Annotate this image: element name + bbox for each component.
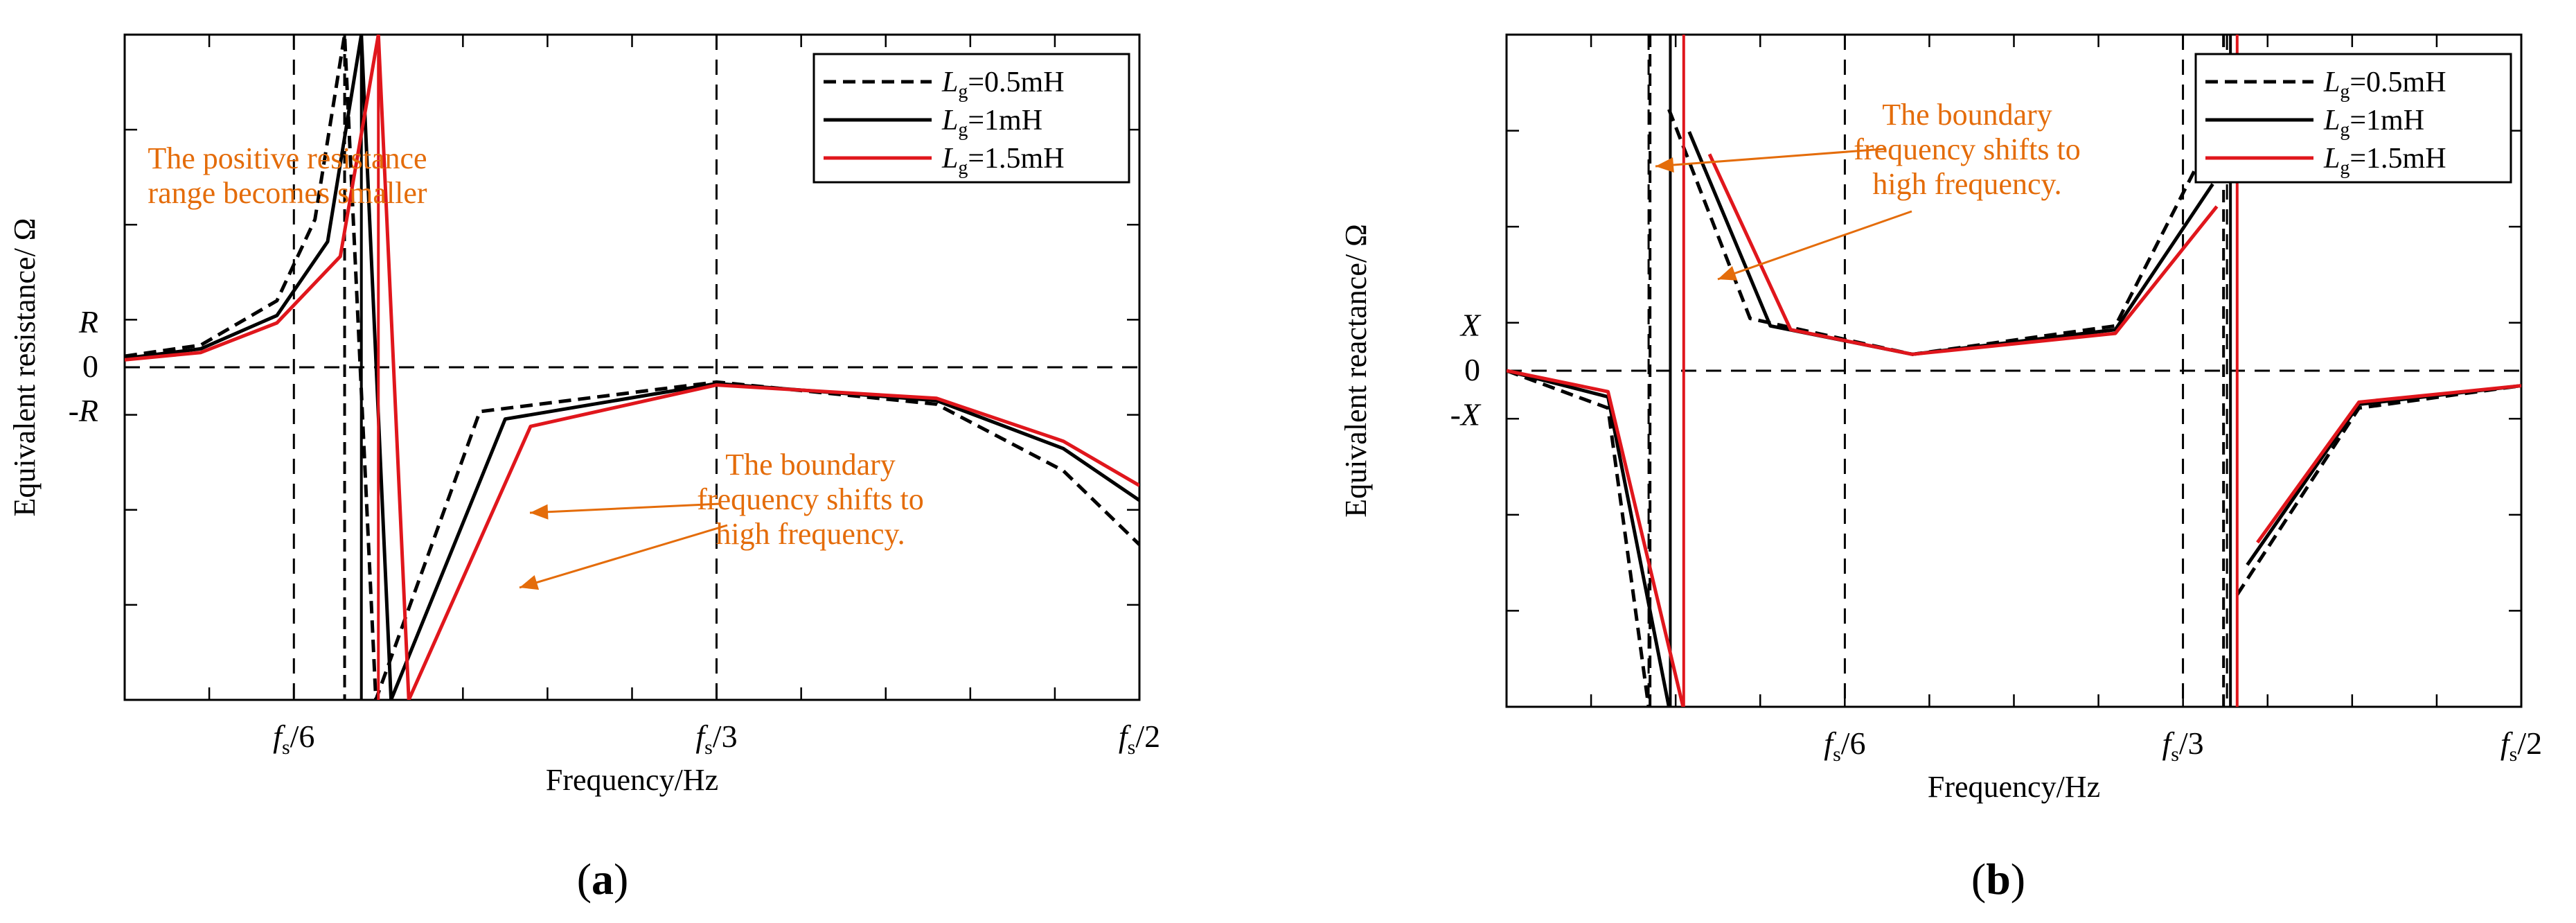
annotation-line: frequency shifts to: [1854, 132, 2080, 166]
legend-label-value: =1.5mH: [968, 143, 1064, 175]
panel-label-close: ): [2011, 854, 2025, 904]
panel-label-letter: a: [592, 854, 614, 904]
annotation-text: The boundary frequency shifts to high freq…: [697, 448, 923, 551]
legend-label-symbol: L: [941, 105, 958, 137]
panel-label: (b): [1971, 854, 2025, 904]
x-tick-label: fs/6: [1824, 726, 1865, 766]
series-line-2: [1507, 131, 2521, 707]
legend-label: Lg=0.5mH: [941, 67, 1065, 103]
x-tick-label: fs/6: [273, 719, 314, 759]
y-tick-label-zero: 0: [82, 349, 98, 384]
y-axis-title: Equivalent resistance/ Ω: [8, 218, 42, 517]
legend-label: Lg=0.5mH: [2323, 67, 2446, 103]
annotation-arrow-head: [519, 575, 540, 590]
x-tick-label-sub: s: [1128, 736, 1136, 759]
annotation-line: high frequency.: [1872, 167, 2061, 201]
x-tick-label-rest: /2: [2517, 726, 2542, 761]
annotation-arrow-head: [1655, 157, 1674, 173]
panel-label-open: (: [577, 854, 592, 904]
x-tick-label: fs/3: [2162, 726, 2203, 766]
x-tick-label: fs/2: [1119, 719, 1160, 759]
x-axis-title: Frequency/Hz: [546, 763, 718, 797]
panel-b: fs/6 fs/3 fs/2 X 0 -X Frequency/Hz Equivalent r…: [1339, 33, 2542, 904]
legend-label-sub: g: [2340, 119, 2350, 141]
legend-label-symbol: L: [941, 67, 958, 98]
legend-label-value: =1mH: [2350, 105, 2424, 137]
legend-label-value: =1.5mH: [2350, 143, 2446, 175]
legend-label-symbol: L: [941, 143, 958, 175]
x-axis-title: Frequency/Hz: [1928, 770, 2100, 804]
panel-a: fs/6 fs/3 fs/2 R 0 -R Frequency/Hz Equivalent r…: [8, 33, 1160, 904]
series-line-3: [125, 35, 1139, 700]
legend-label: Lg=1mH: [2323, 105, 2424, 141]
annotation-text: The boundary frequency shifts to high freq…: [1854, 98, 2080, 201]
legend-label-value: =0.5mH: [968, 67, 1064, 98]
legend-label-sub: g: [958, 119, 968, 141]
legend-label-value: =1mH: [968, 105, 1042, 137]
annotation-arrow-shaft: [519, 524, 728, 589]
series-line-3: [1507, 153, 2521, 707]
y-tick-label-positive: R: [78, 304, 98, 340]
legend-label: Lg=1.5mH: [2323, 143, 2446, 179]
panel-label: (a): [577, 854, 629, 904]
annotation-line: range becomes smaller: [148, 176, 427, 210]
legend-label-value: =0.5mH: [2350, 67, 2446, 98]
annotation-arrow-shaft: [1655, 148, 1885, 168]
x-tick-label-sub: s: [2510, 743, 2518, 766]
x-tick-label-sub: s: [704, 736, 713, 759]
series-line-2: [125, 35, 1139, 700]
legend-label-sub: g: [2340, 157, 2350, 179]
y-axis-title: Equivalent reactance/ Ω: [1339, 224, 1373, 518]
x-tick-label-sub: s: [2171, 743, 2179, 766]
series-group: [125, 35, 1139, 700]
x-tick-label-rest: /6: [1841, 726, 1866, 761]
series-group: [1507, 35, 2521, 707]
panel-label-open: (: [1971, 854, 1986, 904]
annotation-arrow-head: [530, 504, 549, 520]
x-tick-label-rest: /3: [713, 719, 738, 754]
y-tick-label-negative: -X: [1450, 397, 1482, 432]
panel-label-letter: b: [1986, 854, 2011, 904]
legend-label-symbol: L: [2323, 67, 2340, 98]
panel-label-close: ): [614, 854, 628, 904]
legend-label: Lg=1.5mH: [941, 143, 1065, 179]
y-tick-label-zero: 0: [1464, 352, 1480, 387]
annotation-arrow-shaft: [1717, 210, 1912, 281]
x-tick-label-sub: s: [1833, 743, 1841, 766]
annotation-line: The boundary: [1882, 98, 2052, 132]
x-tick-label-sub: s: [282, 736, 290, 759]
y-tick-label-positive: X: [1459, 307, 1482, 342]
legend-label-symbol: L: [2323, 143, 2340, 175]
x-tick-label-rest: /3: [2179, 726, 2204, 761]
legend-label-sub: g: [958, 81, 968, 103]
legend-label-sub: g: [958, 157, 968, 179]
x-tick-label: fs/2: [2501, 726, 2542, 766]
annotation-line: frequency shifts to: [697, 482, 923, 516]
annotation-line: high frequency.: [716, 517, 905, 551]
annotation-arrow-head: [1718, 266, 1738, 281]
annotation-line: The positive resistance: [148, 141, 427, 175]
series-line-1: [125, 35, 1139, 700]
annotation-text: The positive resistance range becomes sma…: [148, 141, 427, 210]
legend-label: Lg=1mH: [941, 105, 1042, 141]
legend-label-sub: g: [2340, 81, 2350, 103]
legend-label-symbol: L: [2323, 105, 2340, 137]
y-tick-label-negative: -R: [69, 393, 98, 428]
x-tick-label-rest: /6: [290, 719, 315, 754]
annotation-arrow-shaft: [529, 502, 721, 514]
annotation-line: The boundary: [725, 448, 896, 482]
x-tick-label-rest: /2: [1135, 719, 1160, 754]
x-tick-label: fs/3: [695, 719, 737, 759]
